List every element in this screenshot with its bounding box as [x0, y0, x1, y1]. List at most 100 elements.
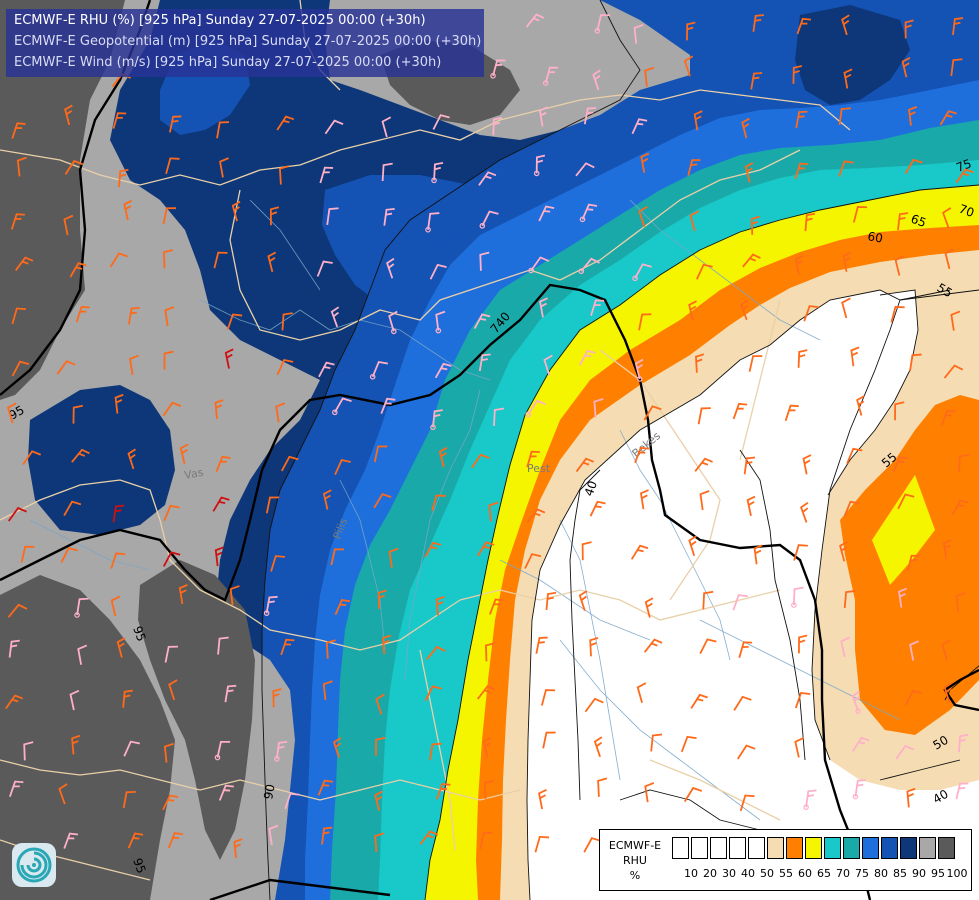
wind-barb [592, 69, 601, 91]
wind-barb [431, 494, 446, 512]
wind-barb [797, 349, 808, 368]
wind-barb [743, 456, 756, 475]
wind-barb [470, 453, 490, 469]
wind-barb [231, 200, 241, 222]
wind-barb [850, 346, 860, 367]
wind-barb [895, 744, 915, 760]
wind-barb [218, 784, 234, 801]
legend-tick-label: 60 [798, 867, 812, 880]
wind-barb [838, 107, 851, 126]
wind-barb [127, 832, 144, 849]
wind-barb [739, 794, 755, 812]
wind-barb [526, 508, 546, 523]
wind-barb [485, 642, 496, 662]
wind-barb [278, 165, 290, 185]
wind-barb [634, 446, 650, 464]
wind-barb [272, 688, 282, 708]
legend-tick-label: 20 [703, 867, 717, 880]
wind-barb [688, 300, 697, 321]
wind-barb [944, 248, 955, 270]
title-wind: ECMWF-E Wind (m/s) [925 hPa] Sunday 27-0… [14, 55, 442, 70]
wind-barb [388, 547, 399, 568]
legend-tick-label: 100 [946, 867, 968, 880]
wind-barb [841, 14, 850, 36]
wind-barb [575, 162, 595, 177]
wind-barb [319, 166, 334, 184]
rhu-zone-100-west-lower [0, 575, 175, 900]
wind-barb [162, 249, 174, 269]
legend-tick-label: 50 [760, 867, 774, 880]
rhu-pocket-85-west [322, 175, 500, 300]
wind-barb [11, 307, 27, 325]
wind-barb [898, 587, 907, 608]
rhu-pocket-65-east [872, 475, 935, 585]
wind-barb [426, 645, 446, 660]
legend-swatch [786, 837, 803, 859]
wind-barb [545, 591, 557, 611]
wind-barb [784, 404, 799, 422]
wind-barb [164, 645, 178, 663]
wind-barb [581, 541, 592, 561]
wind-barb [542, 66, 559, 86]
legend-swatch [672, 837, 689, 859]
wind-barb [958, 733, 969, 753]
wind-barb [224, 348, 234, 369]
wind-barb [897, 493, 915, 510]
wind-barb [75, 305, 90, 323]
wind-barb [732, 402, 748, 420]
wind-barb [325, 639, 336, 659]
wind-barb [317, 779, 333, 796]
wind-barb [214, 740, 231, 761]
wind-barb [334, 598, 351, 615]
wind-barb [840, 636, 851, 658]
legend-tick-label: 40 [741, 867, 755, 880]
wind-barb [740, 299, 749, 321]
wind-barb [640, 152, 650, 173]
wind-barb [63, 214, 74, 236]
wind-barb [697, 407, 711, 425]
wind-barb [579, 203, 598, 223]
wind-barb [436, 783, 451, 800]
wind-barb [58, 783, 68, 805]
wind-barb [594, 14, 611, 34]
wind-barb [535, 636, 548, 654]
wind-barb [693, 110, 703, 131]
wind-barb [795, 110, 808, 129]
wind-barb [109, 252, 128, 268]
wind-barb [429, 263, 447, 280]
wind-barb [214, 546, 224, 567]
wind-barb [695, 353, 705, 373]
wind-barb [741, 117, 750, 139]
wind-barb [579, 349, 596, 366]
wind-barb [322, 680, 333, 701]
wind-barb [318, 361, 335, 378]
wind-barb [381, 162, 393, 182]
wind-barb [952, 17, 964, 36]
wind-barb [431, 161, 444, 184]
contour-label-65: 65 [909, 212, 928, 230]
wind-barb [839, 541, 848, 562]
rhu-pocket-90-northeast [795, 5, 910, 105]
wind-barb [683, 55, 694, 77]
contour-label-40-a: 40 [582, 479, 600, 498]
wind-barb [373, 445, 388, 463]
wind-barb [322, 489, 332, 510]
wind-barb [906, 787, 916, 808]
wind-barb [742, 253, 761, 268]
rhu-legend: ECMWF-E RHU % 10 20 30 40 50 55 60 65 70 75 80 85 90… [599, 829, 972, 891]
wind-barb [217, 636, 229, 655]
wind-barb [128, 306, 140, 325]
wind-barb [493, 407, 505, 427]
wind-barb [20, 545, 35, 563]
wind-barb [11, 122, 26, 139]
wind-barb [163, 350, 174, 370]
wind-barb [64, 104, 73, 126]
wind-barb [473, 313, 491, 329]
wind-barb [435, 310, 446, 334]
wind-barb [7, 603, 28, 618]
wind-barb [71, 448, 90, 463]
wind-barb [950, 310, 961, 331]
wind-barb [644, 66, 655, 87]
wind-barb [803, 305, 819, 322]
wind-barb [263, 595, 278, 616]
